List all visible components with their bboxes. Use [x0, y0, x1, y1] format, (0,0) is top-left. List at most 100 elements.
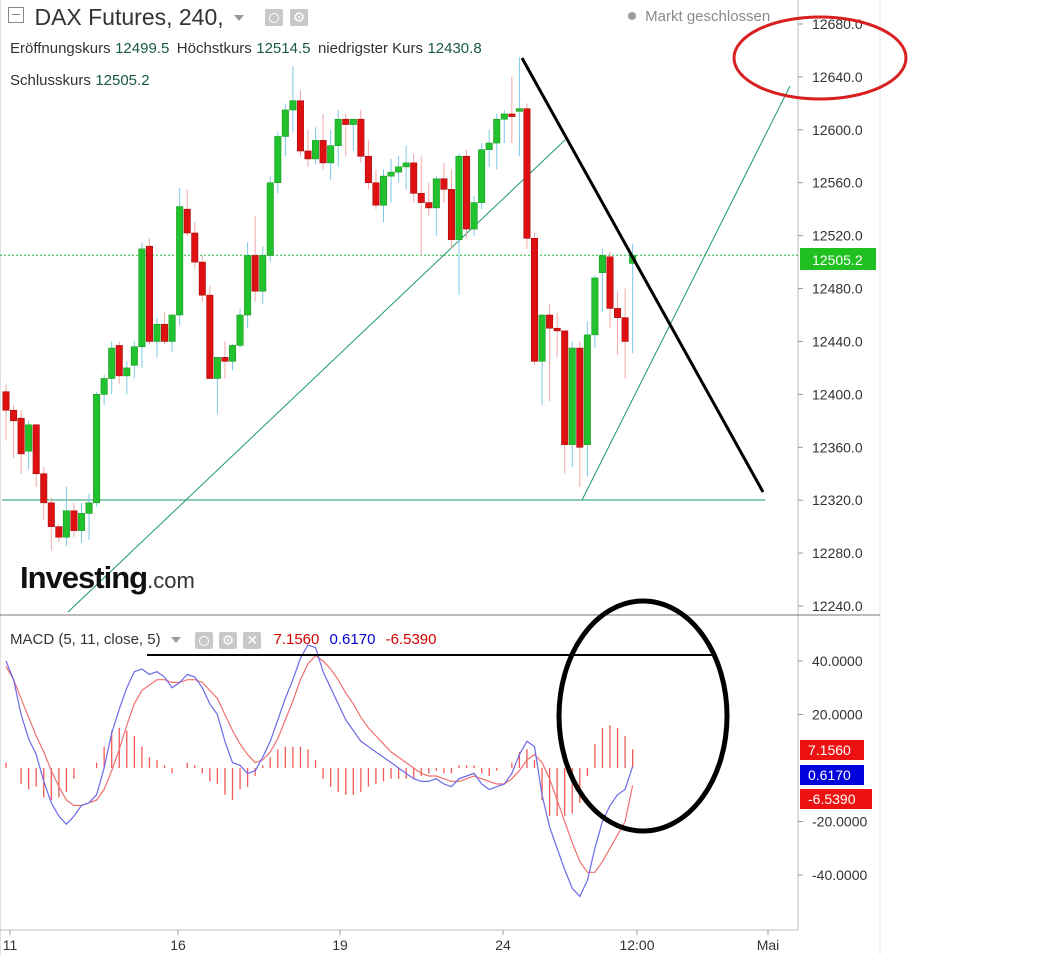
- time-tick-label: 16: [170, 937, 186, 953]
- time-tick-label: Mai: [757, 937, 780, 953]
- status-dot-icon: [628, 12, 636, 20]
- high-value: 12514.5: [256, 40, 311, 57]
- candle-body: [229, 345, 237, 362]
- price-tick-label: 12640.0: [812, 69, 863, 85]
- candle-body: [395, 166, 403, 173]
- candle-body: [530, 237, 538, 362]
- candle-body: [327, 145, 335, 164]
- eye-icon[interactable]: [194, 631, 213, 649]
- candle-body: [2, 391, 10, 411]
- candle-body: [576, 347, 584, 448]
- low-label: niedrigster Kurs: [317, 40, 423, 57]
- candle-body: [123, 367, 131, 377]
- macd-tick-label: -40.0000: [812, 867, 867, 883]
- gear-icon[interactable]: ⚙: [290, 9, 309, 26]
- candle-body: [478, 149, 486, 203]
- candle-body: [583, 334, 591, 445]
- candle-body: [138, 248, 146, 348]
- macd-value-tag: [800, 765, 864, 785]
- candle-body: [40, 473, 48, 504]
- candle-body: [364, 155, 372, 184]
- macd-value-tag-label: 0.6170: [808, 767, 851, 783]
- rising-trendline: [67, 139, 566, 613]
- candle-body: [606, 256, 614, 309]
- candle-body: [10, 409, 18, 422]
- candle-body: [417, 193, 425, 203]
- price-tick-label: 12440.0: [812, 333, 863, 349]
- candle-body: [213, 357, 221, 379]
- left-border: [0, 0, 1, 955]
- chart-title: DAX Futures, 240,: [34, 4, 224, 30]
- candle-body: [508, 113, 516, 117]
- candle-body: [70, 510, 78, 531]
- gear-icon[interactable]: ⚙: [219, 631, 238, 649]
- candle-body: [568, 347, 576, 445]
- close-icon[interactable]: ✕: [243, 631, 262, 649]
- candle-body: [357, 118, 365, 157]
- eye-icon[interactable]: [264, 9, 283, 26]
- candle-body: [463, 155, 471, 230]
- candle-body: [319, 140, 327, 164]
- macd-tick-label: -20.0000: [812, 814, 867, 830]
- candle-body: [425, 202, 433, 209]
- candle-body: [244, 255, 252, 316]
- candle-body: [251, 255, 259, 292]
- candle-body: [500, 113, 508, 120]
- candle-body: [372, 182, 380, 206]
- red-highlight-circle: [732, 15, 908, 101]
- candle-body: [145, 245, 153, 342]
- candle-body: [236, 314, 244, 346]
- candle-body: [108, 347, 116, 379]
- high-label: Höchstkurs: [176, 40, 252, 57]
- candle-body: [17, 417, 25, 455]
- price-tick-label: 12560.0: [812, 175, 863, 191]
- market-status: Markt geschlossen: [628, 8, 770, 25]
- collapse-icon[interactable]: [8, 6, 24, 23]
- open-value: 12499.5: [115, 40, 170, 57]
- macd-value-tag-label: 7.1560: [808, 742, 851, 758]
- price-tick-label: 12240.0: [812, 598, 863, 614]
- macd-line: [5, 644, 634, 898]
- candle-body: [432, 178, 440, 209]
- macd-tick-label: 40.0000: [812, 653, 863, 669]
- ohlc-line: Eröffnungskurs 12499.5 Höchstkurs 12514.…: [10, 40, 482, 58]
- time-tick-label: 19: [332, 937, 348, 953]
- price-tick-label: 12400.0: [812, 386, 863, 402]
- candle-body: [561, 330, 569, 445]
- candle-body: [78, 513, 86, 531]
- price-tick-label: 12600.0: [812, 122, 863, 138]
- candle-body: [55, 526, 63, 538]
- candle-body: [62, 510, 70, 538]
- time-tick-label: 11: [3, 937, 18, 953]
- candle-body: [161, 323, 169, 342]
- candle-body: [259, 255, 267, 292]
- candle-body: [410, 162, 418, 194]
- time-tick-label: 12:00: [619, 937, 654, 953]
- candle-body: [621, 317, 629, 342]
- price-tick-label: 12480.0: [812, 281, 863, 297]
- signal-value: 0.6170: [329, 631, 376, 648]
- black-highlight-circle: [556, 598, 730, 834]
- black-down-trendline: [520, 57, 765, 493]
- macd-value-tag: [800, 789, 872, 809]
- candle-body: [470, 202, 478, 230]
- macd-label: MACD (5, 11, close, 5): [10, 631, 161, 648]
- chevron-down-icon[interactable]: [170, 637, 181, 644]
- candle-body: [546, 314, 554, 329]
- market-status-text: Markt geschlossen: [645, 8, 771, 25]
- candle-body: [198, 261, 206, 296]
- chevron-down-icon[interactable]: [234, 14, 245, 21]
- candle-body: [183, 208, 191, 234]
- macd-value: 7.1560: [273, 631, 320, 648]
- candle-body: [379, 175, 387, 206]
- candle-body: [614, 308, 622, 318]
- candle-body: [274, 136, 282, 184]
- price-tick-label: 12360.0: [812, 439, 863, 455]
- candle-body: [334, 118, 342, 146]
- candle-body: [93, 394, 101, 504]
- signal-line: [5, 654, 634, 873]
- histogram-value: -6.5390: [385, 631, 437, 648]
- candle-body: [553, 327, 561, 332]
- header-bar: DAX Futures, 240, ⚙: [8, 4, 309, 32]
